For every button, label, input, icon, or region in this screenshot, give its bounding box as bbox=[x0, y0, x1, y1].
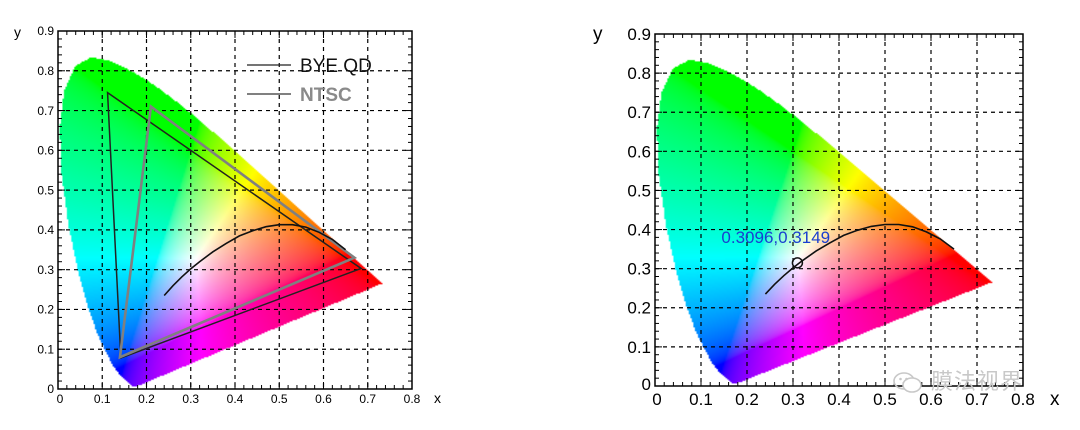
x-tick-label: 0.6 bbox=[315, 392, 332, 406]
x-tick-label: 0.8 bbox=[1011, 390, 1035, 409]
y-tick-label: 0 bbox=[642, 375, 651, 394]
y-tick-label: 0 bbox=[47, 382, 54, 396]
x-tick-label: 0.5 bbox=[271, 392, 288, 406]
y-tick-label: 0.1 bbox=[37, 342, 54, 356]
y-axis-label: y bbox=[593, 24, 603, 45]
white-point-label: 0.3096,0.3149 bbox=[721, 228, 830, 247]
watermark-text: 膜法视界 bbox=[931, 370, 1024, 395]
y-tick-label: 0.2 bbox=[37, 303, 54, 317]
x-tick-label: 0.8 bbox=[404, 392, 421, 406]
x-tick-label: 0.4 bbox=[227, 392, 244, 406]
legend-label: BYE QD bbox=[300, 56, 372, 77]
y-tick-label: 0.8 bbox=[37, 64, 54, 78]
series-ntsc bbox=[118, 104, 358, 360]
x-tick-label: 0.2 bbox=[735, 390, 759, 409]
x-tick-label: 0.2 bbox=[138, 392, 155, 406]
planckian-locus-curve bbox=[163, 223, 347, 297]
grid bbox=[655, 34, 1023, 386]
y-tick-label: 0.7 bbox=[37, 104, 54, 118]
y-tick-label: 0.3 bbox=[627, 260, 651, 279]
x-tick-label: 0 bbox=[57, 392, 64, 406]
y-tick-label: 0.7 bbox=[627, 103, 651, 122]
x-tick-label: 0.6 bbox=[919, 390, 943, 409]
x-tick-label: 0.1 bbox=[689, 390, 713, 409]
y-tick-label: 0.4 bbox=[37, 223, 54, 237]
x-axis-label: x bbox=[1050, 389, 1060, 410]
x-tick-label: 0.5 bbox=[873, 390, 897, 409]
planckian-locus-curve bbox=[764, 223, 955, 295]
y-tick-label: 0.9 bbox=[627, 25, 651, 44]
wechat-icon bbox=[893, 372, 922, 393]
chromaticity-chart-right: 0 0.1 0.2 0.3 0.4 0.5 0.6 0.7 0.8 0 0.1 0.2 0.3 0.4 0.… bbox=[593, 24, 1060, 410]
y-tick-label: 0.2 bbox=[627, 299, 651, 318]
y-tick-label: 0.9 bbox=[37, 24, 54, 38]
x-tick-label: 0.4 bbox=[827, 390, 851, 409]
x-tick-label: 0.7 bbox=[965, 390, 989, 409]
legend: BYE QD NTSC bbox=[247, 56, 372, 106]
chromaticity-chart-left: 0 0.1 0.2 0.3 0.4 0.5 0.6 0.7 0.8 0 0.1 0.2 0.3 0.4 0.… bbox=[14, 24, 441, 406]
y-tick-label: 0.5 bbox=[37, 183, 54, 197]
white-point-marker bbox=[791, 257, 804, 269]
y-tick-label: 0.8 bbox=[627, 64, 651, 83]
y-tick-label: 0.1 bbox=[627, 338, 651, 357]
x-tick-label: 0.3 bbox=[182, 392, 199, 406]
x-tick-label: 0.1 bbox=[94, 392, 111, 406]
y-tick-label: 0.4 bbox=[627, 221, 651, 240]
y-tick-label: 0.3 bbox=[37, 263, 54, 277]
y-axis-label: y bbox=[14, 24, 21, 40]
y-tick-label: 0.5 bbox=[627, 181, 651, 200]
x-tick-label: 0.7 bbox=[359, 392, 376, 406]
watermark: 膜法视界 bbox=[893, 364, 1023, 396]
x-tick-label: 0 bbox=[652, 390, 661, 409]
y-tick-label: 0.6 bbox=[627, 142, 651, 161]
y-tick-label: 0.6 bbox=[37, 144, 54, 158]
x-tick-label: 0.3 bbox=[781, 390, 805, 409]
x-axis-label: x bbox=[434, 390, 441, 406]
legend-label: NTSC bbox=[300, 85, 352, 106]
series-bye-qd bbox=[106, 91, 363, 360]
